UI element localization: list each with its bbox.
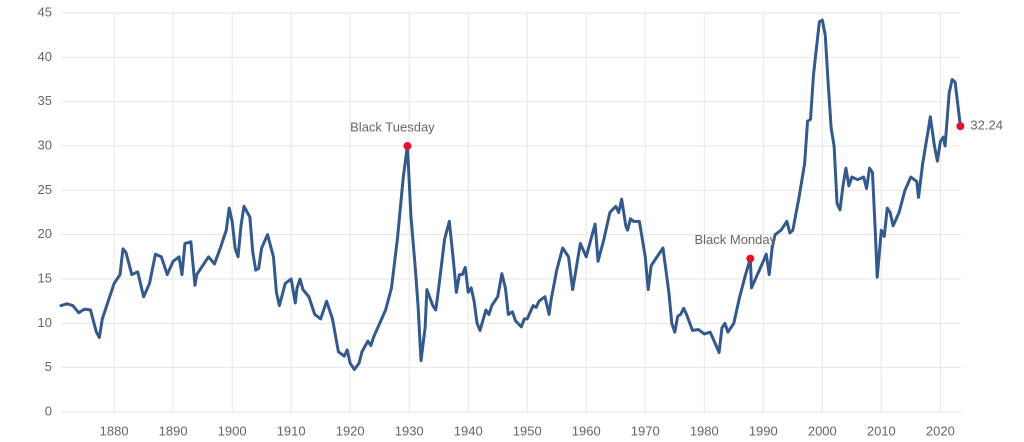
y-tick-label: 25 xyxy=(38,182,52,197)
x-tick-label: 1970 xyxy=(631,423,660,438)
x-tick-label: 1930 xyxy=(395,423,424,438)
x-tick-label: 1890 xyxy=(159,423,188,438)
x-tick-label: 1920 xyxy=(336,423,365,438)
y-tick-label: 30 xyxy=(38,137,52,152)
y-tick-label: 5 xyxy=(45,359,52,374)
x-tick-label: 2020 xyxy=(926,423,955,438)
x-tick-label: 1990 xyxy=(749,423,778,438)
annotation-label: Black Tuesday xyxy=(350,119,435,134)
x-tick-label: 2010 xyxy=(867,423,896,438)
x-tick-label: 1880 xyxy=(100,423,129,438)
x-tick-label: 1960 xyxy=(572,423,601,438)
annotation-label: 32.24 xyxy=(970,118,1003,133)
x-tick-label: 2000 xyxy=(808,423,837,438)
y-tick-label: 35 xyxy=(38,93,52,108)
y-tick-label: 15 xyxy=(38,270,52,285)
annotation-point xyxy=(956,122,965,131)
y-tick-label: 0 xyxy=(45,403,52,418)
line-series xyxy=(59,18,962,371)
y-tick-label: 45 xyxy=(38,4,52,19)
annotation-point xyxy=(403,142,412,150)
annotation-label: Black Monday xyxy=(694,232,776,247)
y-tick-label: 20 xyxy=(38,226,52,241)
x-tick-label: 1980 xyxy=(690,423,719,438)
y-tick-label: 40 xyxy=(38,49,52,64)
annotation-point xyxy=(746,254,755,263)
x-tick-label: 1900 xyxy=(218,423,247,438)
y-tick-label: 10 xyxy=(38,315,52,330)
x-tick-label: 1940 xyxy=(454,423,483,438)
x-tick-label: 1910 xyxy=(277,423,306,438)
x-tick-label: 1950 xyxy=(513,423,542,438)
